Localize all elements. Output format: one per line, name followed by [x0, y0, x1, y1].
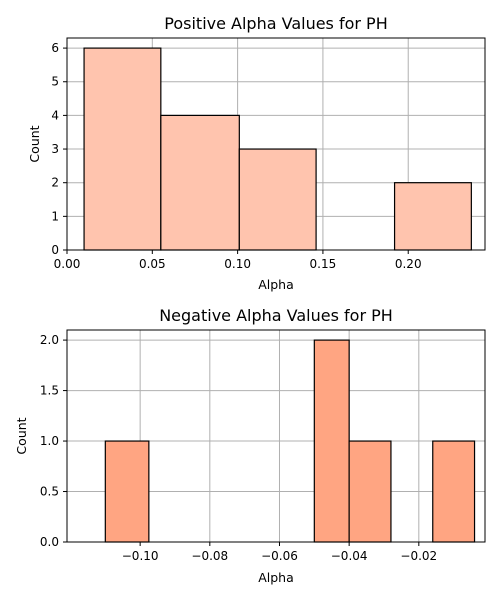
- histogram-bar: [238, 148, 317, 251]
- y-axis-label: Count: [14, 417, 29, 454]
- histogram-bar: [393, 182, 472, 251]
- x-tick-label: 0.10: [224, 257, 251, 271]
- histogram-bar: [83, 47, 162, 251]
- x-axis-label: Alpha: [258, 570, 294, 585]
- y-tick-label: 2.0: [40, 333, 59, 347]
- x-tick-label: −0.04: [331, 549, 368, 563]
- y-tick-label: 6: [51, 41, 59, 55]
- y-tick-label: 0: [51, 243, 59, 257]
- y-tick-label: 1.5: [40, 384, 59, 398]
- y-tick-label: 0.0: [40, 535, 59, 549]
- x-tick-label: −0.02: [400, 549, 437, 563]
- y-tick-label: 3: [51, 142, 59, 156]
- positive-alpha-histogram: Positive Alpha Values for PH Alpha Count…: [27, 14, 486, 292]
- histogram-bar: [313, 339, 350, 543]
- y-tick-label: 1.0: [40, 434, 59, 448]
- chart-title: Positive Alpha Values for PH: [164, 14, 387, 33]
- x-axis-label: Alpha: [258, 277, 294, 292]
- x-tick-label: −0.06: [261, 549, 298, 563]
- y-tick-label: 2: [51, 176, 59, 190]
- x-tick-label: −0.10: [122, 549, 159, 563]
- x-tick-label: 0.00: [54, 257, 81, 271]
- negative-alpha-histogram: Negative Alpha Values for PH Alpha Count…: [14, 306, 486, 585]
- y-tick-label: 1: [51, 209, 59, 223]
- plot-frame: [66, 37, 486, 251]
- x-tick-label: 0.05: [139, 257, 166, 271]
- histogram-bar: [104, 440, 150, 543]
- histogram-bar: [160, 114, 240, 251]
- histogram-bar: [432, 440, 476, 543]
- y-tick-label: 0.5: [40, 485, 59, 499]
- x-tick-label: 0.20: [395, 257, 422, 271]
- y-tick-label: 4: [51, 108, 59, 122]
- y-tick-label: 5: [51, 75, 59, 89]
- y-axis-label: Count: [27, 125, 42, 162]
- histogram-bar: [348, 440, 392, 543]
- x-tick-label: 0.15: [310, 257, 337, 271]
- chart-title: Negative Alpha Values for PH: [159, 306, 393, 325]
- plot-frame: [66, 329, 486, 543]
- x-tick-label: −0.08: [191, 549, 228, 563]
